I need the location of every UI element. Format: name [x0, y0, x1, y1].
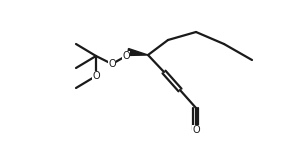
Text: O: O — [192, 125, 200, 135]
Text: O: O — [122, 51, 130, 61]
Polygon shape — [128, 49, 148, 55]
Text: O: O — [92, 71, 100, 81]
Text: O: O — [108, 59, 116, 69]
